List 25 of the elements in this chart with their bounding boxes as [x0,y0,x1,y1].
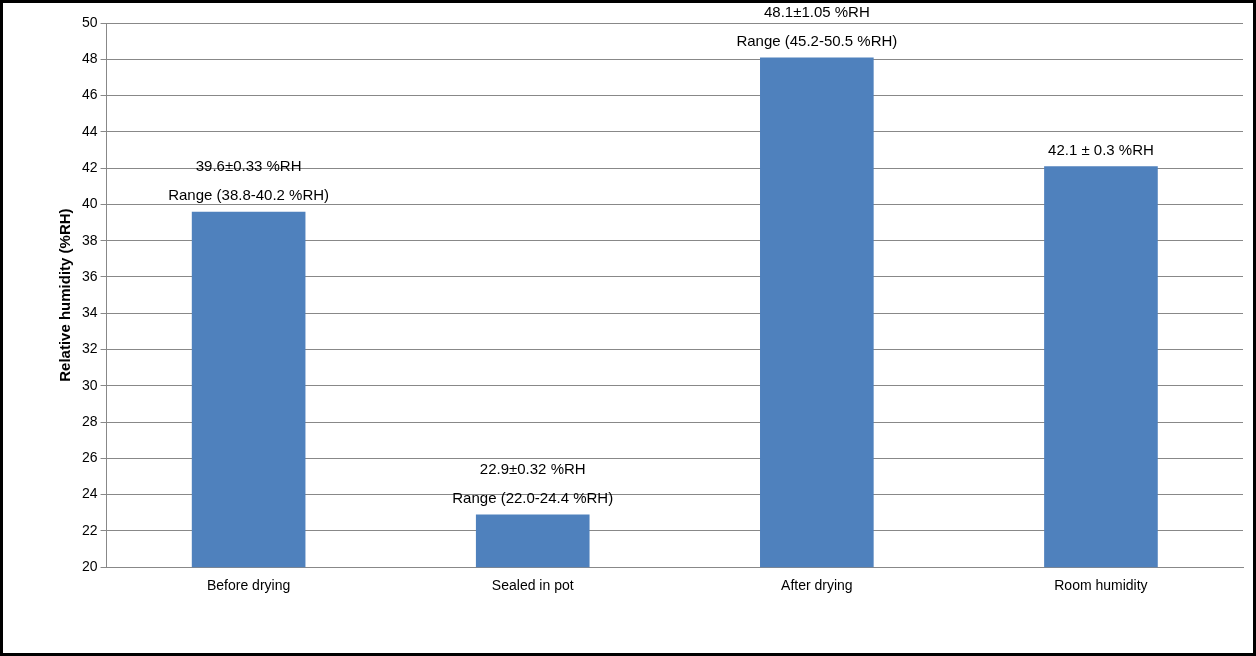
y-tick-label: 28 [81,412,98,429]
y-tick-label: 44 [81,122,98,139]
data-label: 39.6±0.33 %RH Range (38.8-40.2 %RH) [168,157,330,204]
x-tick-label: After drying [781,577,853,594]
y-axis-title: Relative humidity (%RH) [56,208,74,382]
y-tick-label: 40 [81,195,98,212]
y-tick-label: 46 [81,86,98,103]
y-tick-label: 38 [81,231,98,248]
data-label: 42.1 ± 0.3 %RH [1048,140,1154,158]
y-tick-label: 22 [81,521,98,538]
x-tick-label: Sealed in pot [491,577,574,594]
y-tick-label: 36 [81,267,98,284]
y-tick-label: 48 [81,50,98,67]
data-label: 48.1±1.05 %RH Range (45.2-50.5 %RH) [736,3,898,50]
y-tick-label: 50 [81,13,98,30]
data-label: 22.9±0.32 %RH Range (22.0-24.4 %RH) [452,460,614,507]
y-tick-label: 32 [81,340,98,357]
y-tick-label: 42 [81,158,98,175]
y-tick-label: 24 [81,485,98,502]
y-tick-label: 30 [81,376,98,393]
x-tick-label: Before drying [206,577,291,594]
x-tick-label: Room humidity [1054,577,1148,594]
y-tick-label: 34 [81,304,98,321]
y-tick-label: 26 [81,449,98,466]
y-tick-label: 20 [81,558,98,575]
